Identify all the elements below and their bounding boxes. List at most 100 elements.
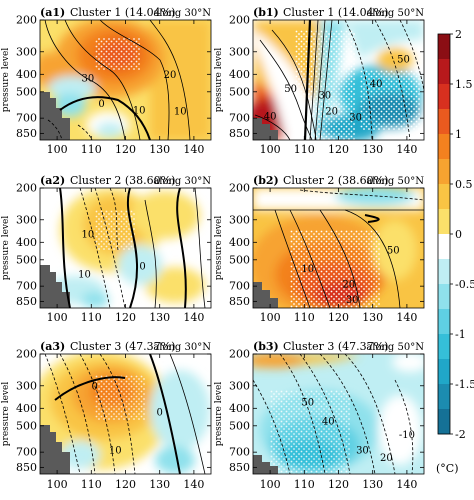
y-tick-label: 500 [16,419,37,432]
colorbar-tick-label: 1 [455,128,462,141]
x-tick-label: 130 [149,478,170,491]
x-tick-label: 110 [294,478,315,491]
panel-id: (a1) [40,6,65,19]
contour-label: 10 [174,107,187,118]
contour-label: -10 [399,430,415,441]
contour-label: 10 [82,230,95,241]
y-axis-label: pressure level [1,216,11,281]
x-tick-label: 120 [115,311,136,324]
panel-lat: along 30°N [153,176,211,187]
x-tick-label: 140 [396,311,417,324]
x-tick-label: 110 [81,311,102,324]
panel-title: Cluster 2 (38.60%) [283,174,388,187]
contour-label: 30 [82,74,95,85]
x-tick-label: 140 [183,478,204,491]
y-tick-label: 400 [229,68,250,81]
contour-label: 50 [284,84,297,95]
y-tick-label: 300 [229,379,250,392]
panel-title: Cluster 3 (47.37%) [283,340,388,353]
shading-b2 [253,188,424,308]
colorbar-tick-label: -1 [455,328,466,341]
contour-label: 50 [397,55,410,66]
colorbar-cell [438,284,450,310]
panel-title: Cluster 2 (38.60%) [70,174,175,187]
y-axis-label: pressure level [1,48,11,113]
x-tick-label: 100 [260,478,281,491]
contour-label: 20 [380,453,393,464]
x-tick-label: 120 [328,143,349,156]
panel-lat: along 50°N [366,8,424,19]
contour-label: 50 [387,245,400,256]
contour-label: 20 [164,70,177,81]
shading-a1 [40,20,211,140]
panel-id: (a2) [40,174,65,187]
y-tick-label: 200 [16,182,37,195]
colorbar-tick-label: 1.5 [455,78,473,91]
contour-label: 40 [264,111,277,122]
y-tick-label: 300 [16,45,37,58]
colorbar-cell [438,384,450,410]
y-tick-label: 200 [229,348,250,361]
x-tick-label: 110 [294,311,315,324]
y-tick-label: 500 [229,419,250,432]
colorbar-cell [438,184,450,210]
colorbar-unit: (°C) [436,462,459,475]
colorbar: 2 1.5 1 0.5 0 -0.5 -1 -1.5 -2 (°C) [436,28,474,475]
contour-label: 50 [301,398,314,409]
x-tick-label: 140 [396,143,417,156]
y-tick-label: 700 [229,280,250,293]
y-axis-label: pressure level [214,48,224,113]
y-tick-label: 300 [16,379,37,392]
y-tick-label: 700 [16,112,37,125]
shading-b3 [253,354,424,474]
y-tick-label: 850 [16,127,37,140]
x-tick-label: 110 [81,143,102,156]
y-tick-label: 500 [16,253,37,266]
contour-label: 20 [342,279,355,290]
y-tick-label: 400 [16,236,37,249]
y-tick-label: 700 [229,112,250,125]
contour-label: 30 [356,445,369,456]
colorbar-tick-label: -1.5 [455,378,474,391]
contour-label: 40 [322,416,335,427]
y-tick-label: 300 [229,45,250,58]
x-tick-label: 140 [183,143,204,156]
contour-label: 0 [139,261,145,272]
contour-label: 30 [349,113,362,124]
shading-b1 [253,20,424,140]
colorbar-cell [438,134,450,160]
contour-label: 10 [301,264,314,275]
x-tick-label: 120 [115,143,136,156]
y-tick-label: 200 [229,14,250,27]
colorbar-cell [438,159,450,185]
colorbar-cell [438,109,450,135]
x-tick-label: 130 [362,311,383,324]
shading-a3 [40,354,211,474]
y-tick-label: 850 [16,295,37,308]
y-tick-label: 700 [229,446,250,459]
contour-label: 20 [325,107,338,118]
colorbar-cell [438,34,450,60]
colorbar-tick-label: 2 [455,28,462,41]
x-tick-label: 100 [260,143,281,156]
x-tick-label: 120 [328,311,349,324]
colorbar-cell [438,59,450,85]
y-tick-label: 700 [16,280,37,293]
x-tick-label: 130 [149,143,170,156]
x-tick-label: 120 [328,478,349,491]
panel-id: (a3) [40,340,65,353]
y-tick-label: 400 [229,236,250,249]
panel-a3: (a3) Cluster 3 (47.37%) along 30°N [39,340,212,475]
y-tick-label: 500 [16,85,37,98]
panel-b2: (b2) Cluster 2 (38.60%) along 50°N [252,174,425,309]
y-axis-label: pressure level [214,382,224,447]
panel-lat: along 50°N [366,342,424,353]
x-tick-label: 100 [47,311,68,324]
y-tick-label: 850 [16,461,37,474]
y-tick-label: 500 [229,253,250,266]
panel-title: Cluster 3 (47.37%) [70,340,175,353]
contour-label: 10 [109,445,122,456]
colorbar-cell [438,409,450,435]
contour-label: 0 [92,381,98,392]
